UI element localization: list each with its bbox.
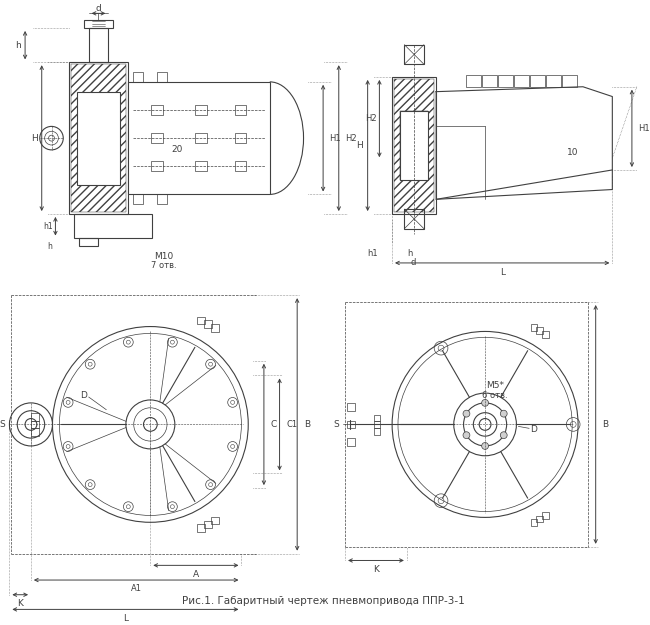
Bar (31, 428, 39, 436)
Bar (198, 524, 205, 532)
Bar (235, 161, 246, 171)
Bar (157, 72, 167, 82)
Bar (347, 438, 355, 446)
Bar (151, 133, 163, 143)
Bar (133, 72, 142, 82)
Bar (196, 105, 207, 115)
Bar (204, 321, 212, 328)
Circle shape (482, 399, 489, 406)
Bar (198, 317, 205, 324)
Bar (530, 519, 538, 526)
Bar (84, 20, 113, 28)
Bar (347, 403, 355, 411)
Bar (404, 44, 424, 64)
Bar (235, 133, 246, 143)
Text: h1: h1 (367, 249, 378, 258)
Text: K: K (373, 565, 379, 574)
Text: H2: H2 (344, 134, 356, 142)
Text: Рис.1. Габаритный чертеж пневмопривода ППР-3-1: Рис.1. Габаритный чертеж пневмопривода П… (182, 596, 465, 606)
Text: h1: h1 (43, 222, 53, 231)
Bar (151, 161, 163, 171)
Text: H: H (31, 134, 38, 142)
Text: S: S (333, 420, 339, 429)
Text: L: L (500, 268, 504, 278)
Text: H1: H1 (638, 124, 649, 133)
Text: A: A (193, 569, 199, 579)
Bar (542, 331, 549, 338)
Text: C: C (271, 420, 277, 429)
Text: H2: H2 (365, 114, 376, 123)
Bar (235, 105, 246, 115)
Bar (374, 421, 380, 428)
Text: S: S (0, 420, 5, 429)
Bar (546, 75, 561, 87)
Bar (347, 421, 355, 428)
Bar (498, 75, 513, 87)
Text: 10: 10 (567, 148, 579, 158)
Text: B: B (603, 420, 608, 429)
Bar (204, 521, 212, 528)
Text: K: K (18, 599, 23, 608)
Text: B: B (304, 420, 310, 429)
Bar (536, 328, 543, 334)
Bar (542, 512, 549, 519)
Circle shape (482, 442, 489, 449)
Bar (400, 111, 428, 180)
Text: A1: A1 (131, 584, 142, 593)
Bar (514, 75, 529, 87)
Circle shape (463, 410, 470, 417)
Text: 6 отв.: 6 отв. (482, 391, 508, 399)
Bar (74, 214, 152, 239)
Bar (392, 77, 436, 214)
Text: C1: C1 (287, 420, 298, 429)
Bar (157, 194, 167, 204)
Bar (211, 517, 219, 524)
Text: d: d (411, 258, 417, 268)
Bar (465, 75, 480, 87)
Bar (400, 111, 428, 180)
Text: h: h (16, 41, 21, 49)
Bar (374, 414, 380, 421)
Bar (562, 75, 577, 87)
Circle shape (463, 432, 470, 439)
Circle shape (500, 410, 507, 417)
Bar (196, 161, 207, 171)
Bar (196, 133, 207, 143)
Text: 7 отв.: 7 отв. (151, 261, 176, 271)
Bar (404, 209, 424, 229)
Text: M10: M10 (153, 252, 173, 261)
Bar (88, 28, 109, 63)
Bar (128, 82, 270, 194)
Bar (77, 92, 120, 184)
Text: h: h (407, 249, 412, 258)
Text: h: h (47, 242, 53, 251)
Bar (374, 428, 380, 435)
Text: d: d (96, 4, 101, 13)
Bar (71, 64, 126, 212)
Text: 20: 20 (172, 145, 183, 154)
Bar (530, 75, 545, 87)
Bar (211, 324, 219, 332)
Bar (151, 105, 163, 115)
Bar (31, 421, 39, 428)
Bar (133, 194, 142, 204)
Bar (79, 239, 99, 246)
Text: D: D (530, 425, 538, 434)
Bar (69, 62, 128, 214)
Bar (530, 324, 538, 331)
Bar (482, 75, 497, 87)
Text: M5*: M5* (486, 381, 504, 390)
Text: D: D (81, 391, 87, 399)
Circle shape (500, 432, 507, 439)
Bar (536, 516, 543, 522)
Text: H1: H1 (329, 134, 341, 142)
Text: H: H (356, 141, 363, 150)
Bar (31, 412, 39, 421)
Text: L: L (123, 614, 128, 622)
Bar (394, 79, 434, 212)
